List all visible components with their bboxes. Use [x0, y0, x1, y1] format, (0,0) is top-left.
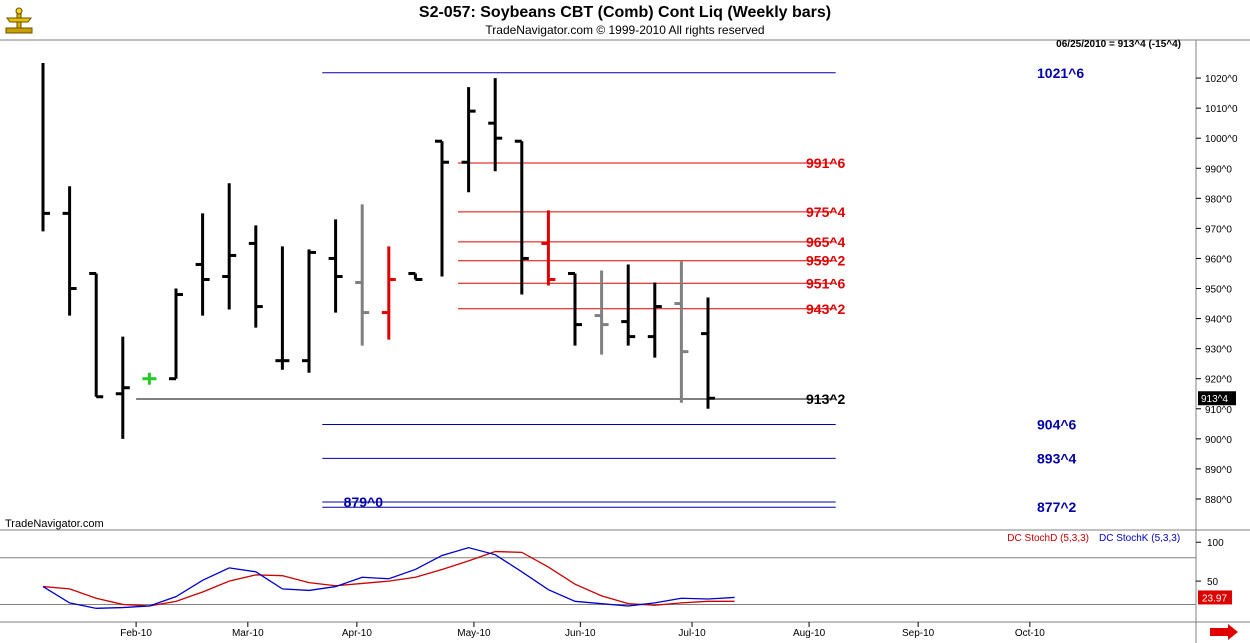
- level-label: 877^2: [1037, 499, 1077, 515]
- ohlc-bar: [41, 63, 50, 232]
- ohlc-bar: [302, 249, 316, 373]
- watermark: TradeNavigator.com: [5, 518, 104, 530]
- ohlc-bar: [381, 246, 396, 340]
- ohlc-bar: [541, 210, 556, 286]
- month-label: Jul-10: [678, 628, 706, 639]
- last-price-badge: [1198, 391, 1236, 406]
- price-tick-label: 880^0: [1205, 495, 1232, 506]
- price-tick-label: 970^0: [1205, 224, 1232, 235]
- legend-stochD: DC StochD (5,3,3): [1007, 533, 1089, 544]
- price-levels: 1021^6 991^6 975^4 965^4 959^2 951^6 943^2 913^…: [136, 65, 1084, 515]
- level-label: 1021^6: [1037, 65, 1084, 81]
- ohlc-bar: [408, 271, 423, 281]
- ohlc-bar: [594, 270, 609, 355]
- ohlc-bar: [647, 282, 662, 358]
- level-label: 951^6: [806, 275, 846, 291]
- trade-navigator-logo-icon[interactable]: [4, 6, 34, 36]
- price-tick-label: 940^0: [1205, 315, 1232, 326]
- ohlc-bar: [461, 87, 476, 193]
- ohlc-bars: [41, 63, 715, 439]
- month-label: Mar-10: [232, 628, 264, 639]
- level-label: 991^6: [806, 155, 846, 171]
- price-readout: 06/25/2010 = 913^4 (-15^4): [1056, 39, 1181, 50]
- stoch-tick-label: 100: [1207, 538, 1224, 549]
- price-tick-label: 930^0: [1205, 345, 1232, 356]
- ohlc-bar: [674, 261, 689, 403]
- month-label: May-10: [457, 628, 491, 639]
- scroll-right-arrow-icon[interactable]: [1210, 624, 1238, 640]
- ohlc-bar: [514, 139, 529, 295]
- ohlc-bar: [568, 271, 582, 346]
- ohlc-bar: [195, 213, 210, 316]
- price-tick-label: 990^0: [1205, 164, 1232, 175]
- price-tick-label: 910^0: [1205, 405, 1232, 416]
- stoch-tick-label: 50: [1207, 577, 1219, 588]
- stochK-line: [42, 546, 735, 609]
- ohlc-bar: [89, 271, 104, 399]
- price-tick-label: 950^0: [1205, 285, 1232, 296]
- month-label: Sep-10: [902, 628, 935, 639]
- ohlc-bar: [275, 246, 290, 370]
- chart-title: S2-057: Soybeans CBT (Comb) Cont Liq (We…: [418, 4, 832, 21]
- last-price-label: 913^4: [1201, 394, 1228, 405]
- price-tick-label: 980^0: [1205, 194, 1232, 205]
- level-label: 879^0: [344, 494, 384, 510]
- level-label: 943^2: [806, 301, 846, 317]
- ohlc-bar: [328, 219, 343, 313]
- month-label: Feb-10: [120, 628, 152, 639]
- level-label: 975^4: [806, 204, 846, 220]
- price-tick-label: 960^0: [1205, 254, 1232, 265]
- chart-header: S2-057: Soybeans CBT (Comb) Cont Liq (We…: [0, 0, 1250, 40]
- level-label: 893^4: [1037, 450, 1077, 466]
- month-label: Oct-10: [1015, 628, 1045, 639]
- price-tick-label: 920^0: [1205, 375, 1232, 386]
- month-label: Aug-10: [793, 628, 826, 639]
- price-tick-label: 1020^0: [1205, 74, 1238, 85]
- stoch-last-label: 23.97: [1202, 593, 1227, 604]
- level-label: 959^2: [806, 253, 846, 269]
- price-axis: 1020^0 1010^0 1000^0 990^0 980^0 970^0 960^0 95…: [1196, 74, 1238, 506]
- price-tick-label: 1010^0: [1205, 104, 1238, 115]
- ohlc-bar: [435, 139, 449, 277]
- ohlc-bar: [115, 336, 130, 439]
- ohlc-bar: [62, 186, 77, 316]
- ohlc-bar: [621, 264, 636, 346]
- level-label: 913^2: [806, 391, 846, 407]
- price-tick-label: 890^0: [1205, 465, 1232, 476]
- month-label: Jun-10: [565, 628, 596, 639]
- level-label: 965^4: [806, 234, 846, 250]
- stochastic-panel: 100 50 23.97 DC StochD (5,3,3) DC StochK (5,…: [0, 533, 1232, 609]
- ohlc-bar: [169, 288, 183, 381]
- stochD-line: [42, 550, 735, 607]
- ohlc-bar: [142, 372, 157, 385]
- time-axis: Feb-10 Mar-10 Apr-10 May-10 Jun-10 Jul-10 Aug-…: [120, 622, 1045, 639]
- level-label: 904^6: [1037, 417, 1077, 433]
- copyright-subtitle: TradeNavigator.com © 1999-2010 All right…: [485, 23, 765, 37]
- ohlc-bar: [248, 225, 263, 328]
- month-label: Apr-10: [342, 628, 372, 639]
- ohlc-bar: [701, 297, 715, 409]
- price-tick-label: 1000^0: [1205, 134, 1238, 145]
- price-tick-label: 900^0: [1205, 435, 1232, 446]
- ohlc-bar: [222, 183, 237, 310]
- stoch-last-badge: [1198, 590, 1232, 605]
- ohlc-bar: [488, 78, 503, 172]
- legend-stochK: DC StochK (5,3,3): [1099, 533, 1180, 544]
- ohlc-bar: [355, 204, 370, 346]
